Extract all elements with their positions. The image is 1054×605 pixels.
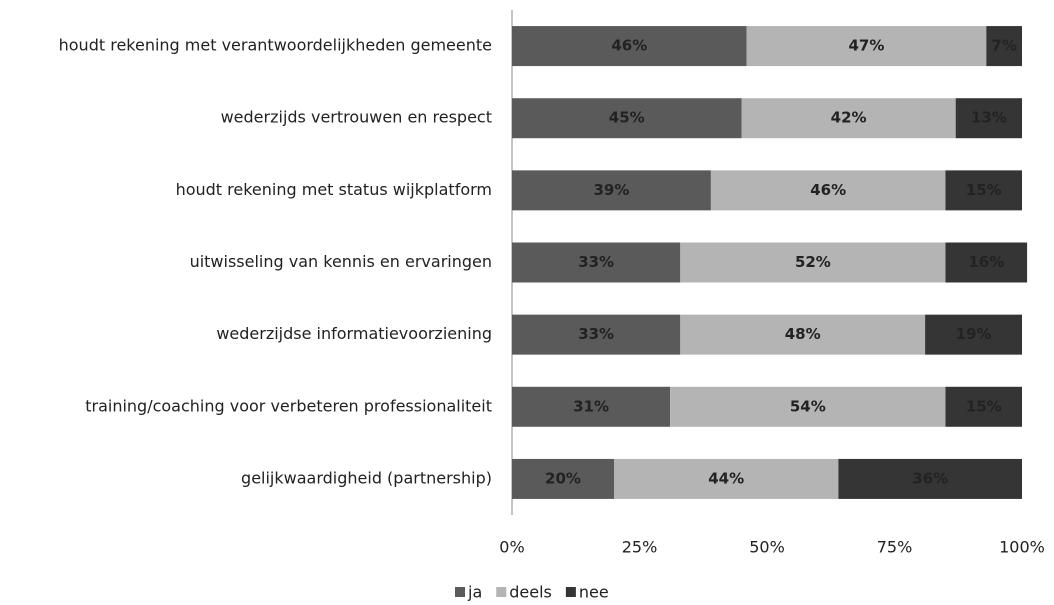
value-label: 36% [912,469,948,487]
bar-segment [945,242,1028,283]
x-tick-label: 0% [499,538,524,557]
value-label: 16% [968,253,1004,271]
value-label: 48% [785,325,821,343]
bar-segment [838,458,1022,499]
value-label: 33% [578,253,614,271]
bar-segment [680,242,946,283]
bar-segment [746,26,987,67]
value-label: 39% [593,181,629,199]
bar-segment [986,26,1022,67]
value-label: 15% [966,181,1002,199]
bar-segment [945,170,1022,211]
bar-segment [670,386,946,427]
value-label: 46% [611,37,647,55]
category-label: gelijkwaardigheid (partnership) [241,468,492,487]
value-label: 7% [991,37,1016,55]
bar-segment [710,170,946,211]
legend-swatch [455,587,465,597]
bar-segment [512,314,681,355]
bar-segment [512,242,681,283]
value-label: 20% [545,469,581,487]
legend-label: deels [509,583,552,602]
bar-segment [512,26,747,67]
x-tick-label: 75% [877,538,913,557]
value-label: 54% [790,397,826,415]
value-label: 13% [971,109,1007,127]
bar-segment [955,98,1022,139]
value-label: 31% [573,397,609,415]
value-label: 19% [956,325,992,343]
x-tick-label: 50% [749,538,785,557]
value-label: 44% [708,469,744,487]
bar-segment [945,386,1022,427]
category-label: houdt rekening met verantwoordelijkheden… [59,36,492,55]
category-label: houdt rekening met status wijkplatform [176,180,492,199]
value-label: 42% [831,109,867,127]
bar-segment [925,314,1022,355]
category-label: uitwisseling van kennis en ervaringen [190,252,492,271]
value-label: 52% [795,253,831,271]
bar-segment [680,314,926,355]
bar-segment [614,458,839,499]
value-label: 46% [810,181,846,199]
bar-segment [741,98,956,139]
bar-segment [512,98,742,139]
category-label: training/coaching voor verbeteren profes… [85,396,492,415]
value-label: 45% [609,109,645,127]
bar-segment [512,458,614,499]
value-label: 47% [848,37,884,55]
legend-label: ja [467,583,482,602]
category-label: wederzijdse informatievoorziening [216,324,492,343]
bar-segment [512,170,711,211]
value-label: 33% [578,325,614,343]
legend-swatch [496,587,507,597]
bar-segment [512,386,671,427]
x-tick-label: 100% [999,538,1045,557]
legend-swatch [565,587,576,597]
legend-label: nee [579,583,609,602]
value-label: 15% [966,397,1002,415]
x-tick-label: 25% [622,538,658,557]
category-label: wederzijds vertrouwen en respect [221,108,492,127]
